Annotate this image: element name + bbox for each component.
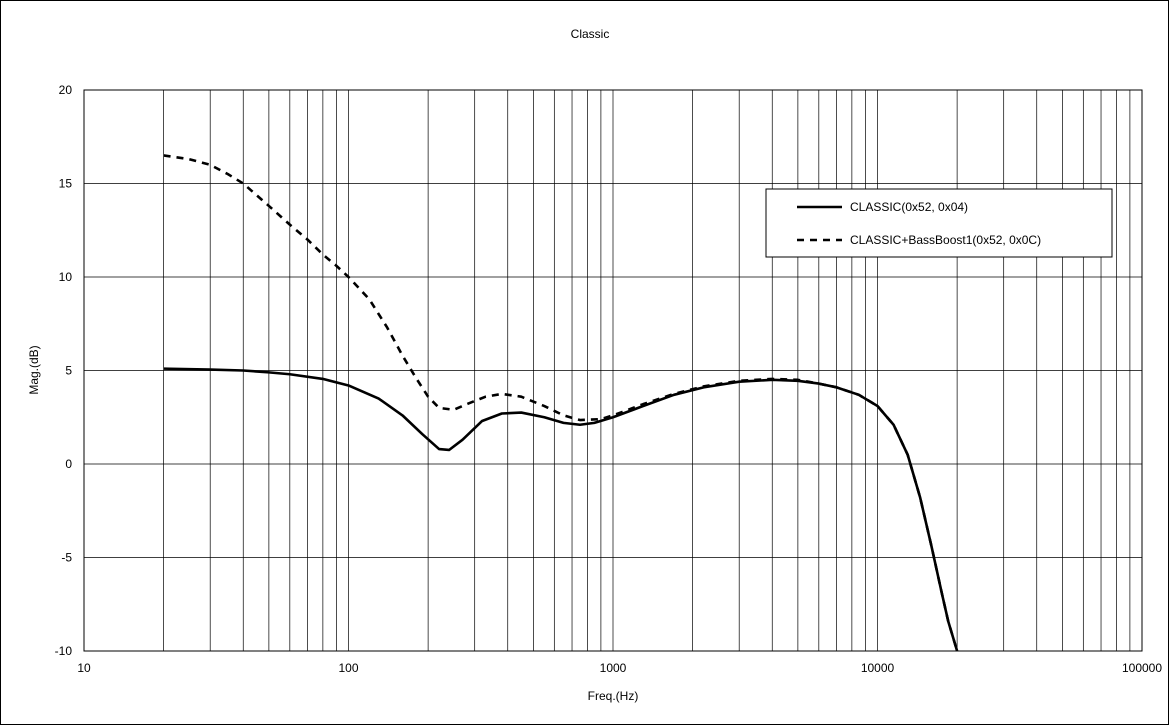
y-tick-label: 10: [59, 270, 73, 284]
legend-label-classic: CLASSIC(0x52, 0x04): [850, 200, 968, 214]
y-tick-label: -10: [55, 644, 73, 658]
legend: CLASSIC(0x52, 0x04) CLASSIC+BassBoost1(0…: [765, 188, 1113, 258]
grid: [83, 89, 1142, 652]
chart-title: Classic: [571, 27, 610, 41]
y-tick-label: -5: [61, 551, 72, 565]
series-line-bassboost: [163, 154, 959, 652]
x-tick-label: 100: [338, 661, 358, 675]
series-group: [163, 154, 959, 652]
legend-label-bassboost: CLASSIC+BassBoost1(0x52, 0x0C): [850, 233, 1041, 247]
y-axis-ticks: -10 -5 0 5 10 15 20: [55, 83, 73, 658]
x-tick-label: 10000: [861, 661, 895, 675]
x-axis-title: Freq.(Hz): [588, 689, 639, 703]
legend-box: [765, 188, 1113, 258]
y-tick-label: 5: [65, 364, 72, 378]
y-tick-label: 0: [65, 457, 72, 471]
x-tick-label: 100000: [1122, 661, 1162, 675]
y-axis-title: Mag.(dB): [27, 345, 41, 394]
x-axis-ticks: 10 100 1000 10000 100000: [77, 661, 1162, 675]
y-tick-label: 15: [59, 177, 73, 191]
x-tick-label: 10: [77, 661, 91, 675]
x-tick-label: 1000: [600, 661, 627, 675]
y-tick-label: 20: [59, 83, 73, 97]
